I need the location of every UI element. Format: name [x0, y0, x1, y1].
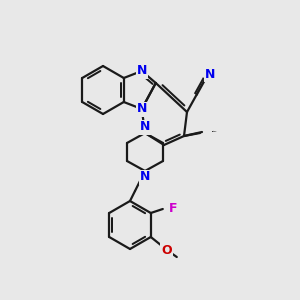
Text: N: N: [136, 103, 147, 116]
Text: methyl: methyl: [212, 130, 217, 132]
Text: O: O: [161, 244, 172, 256]
Text: N: N: [140, 170, 150, 184]
Text: N: N: [205, 68, 215, 81]
Text: methyl: methyl: [212, 130, 217, 132]
Text: N: N: [136, 64, 147, 77]
Text: N: N: [140, 121, 150, 134]
Text: F: F: [169, 202, 177, 214]
